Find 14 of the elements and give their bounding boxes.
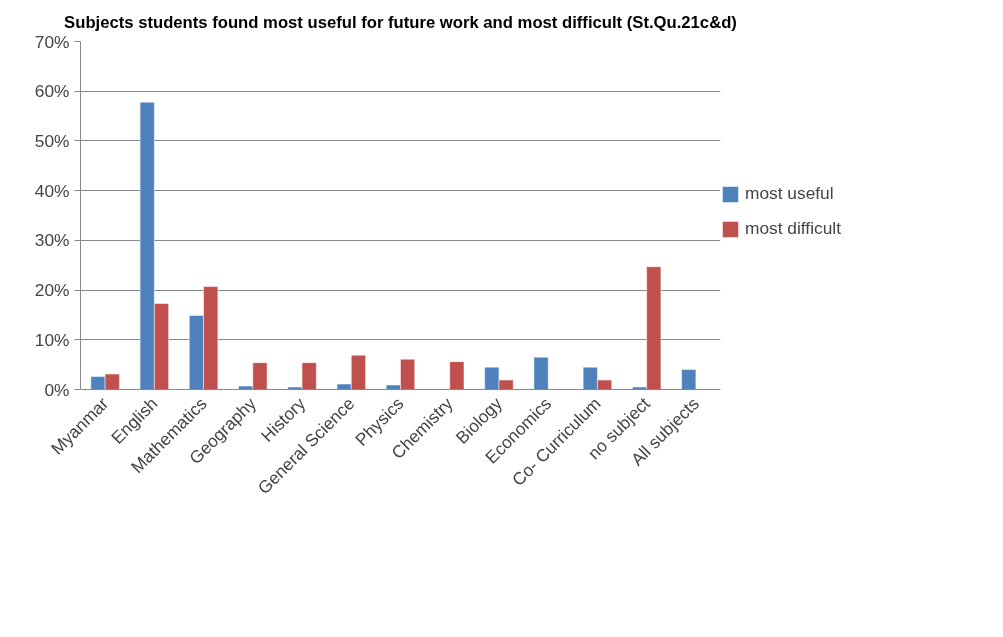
bar bbox=[533, 356, 549, 390]
legend-label: most difficult bbox=[745, 218, 841, 239]
y-tick-label: 30% bbox=[34, 230, 70, 251]
legend-label: most useful bbox=[745, 183, 834, 204]
y-tick-label: 0% bbox=[44, 379, 70, 400]
y-tick-label: 60% bbox=[34, 81, 70, 102]
y-tick-label: 20% bbox=[34, 280, 70, 301]
chart-title: Subjects students found most useful for future work and most difficult (St.Qu.21c&d) bbox=[64, 12, 737, 32]
bar bbox=[681, 369, 697, 390]
bar bbox=[449, 361, 465, 390]
y-tick-label: 50% bbox=[34, 130, 70, 151]
y-tick-label: 10% bbox=[34, 329, 70, 350]
y-tick-label: 40% bbox=[34, 180, 70, 201]
y-tick-label: 70% bbox=[34, 31, 70, 52]
